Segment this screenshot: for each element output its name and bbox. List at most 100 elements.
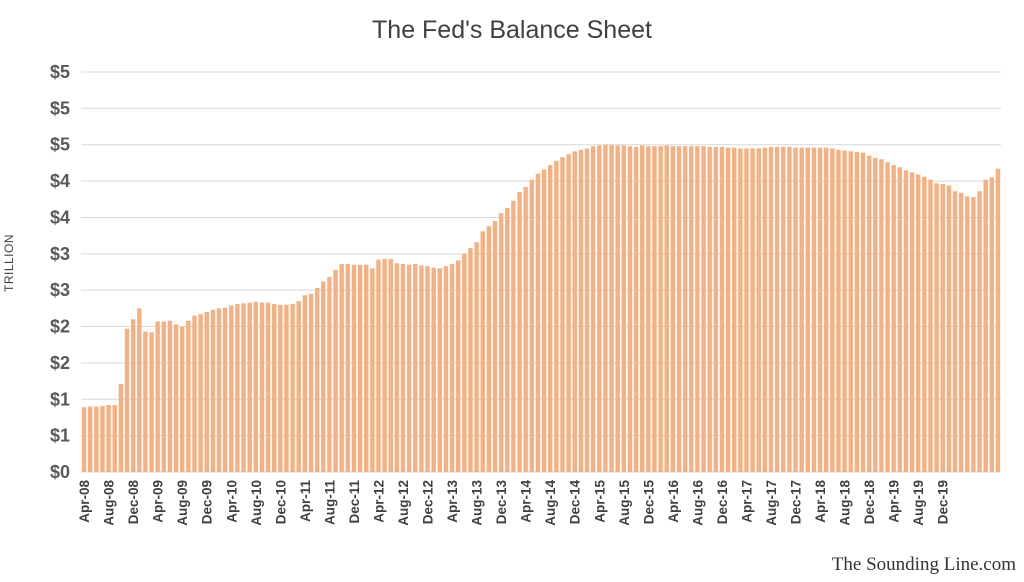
bar xyxy=(112,405,117,472)
gridlines xyxy=(81,71,1001,473)
bar xyxy=(952,191,958,472)
bar xyxy=(701,146,706,472)
bar xyxy=(222,307,228,472)
y-tick-label: $1 xyxy=(50,426,70,446)
bar xyxy=(308,293,314,472)
bar xyxy=(873,157,878,472)
x-tick-label: Dec-18 xyxy=(862,480,877,525)
bar xyxy=(817,147,823,472)
bar xyxy=(756,148,761,473)
bar xyxy=(167,320,173,472)
bar xyxy=(235,304,240,472)
bar xyxy=(271,304,277,472)
bar xyxy=(400,264,406,472)
x-tick-label: Apr-17 xyxy=(739,480,754,523)
y-tick-label: $4 xyxy=(50,207,70,227)
bar xyxy=(204,312,209,472)
bar xyxy=(689,146,694,472)
bars xyxy=(81,144,1001,473)
bar xyxy=(474,242,479,472)
source-watermark: The Sounding Line.com xyxy=(831,554,1016,575)
x-tick-label: Aug-11 xyxy=(322,480,337,526)
bar xyxy=(848,151,853,472)
x-tick-label: Apr-09 xyxy=(151,480,166,523)
x-tick-label: Aug-18 xyxy=(838,480,853,526)
bar xyxy=(946,185,952,472)
bar xyxy=(836,149,841,472)
bar xyxy=(682,146,688,472)
bar xyxy=(719,146,725,472)
y-tick-label: $3 xyxy=(50,244,70,264)
y-tick-label: $2 xyxy=(50,317,70,337)
bar xyxy=(597,145,602,472)
bar xyxy=(787,146,792,472)
x-tick-label: Apr-18 xyxy=(813,480,828,523)
y-tick-label: $5 xyxy=(50,135,70,155)
bar xyxy=(554,160,559,473)
x-tick-label: Dec-14 xyxy=(568,480,583,525)
bar xyxy=(394,263,400,472)
bar xyxy=(903,170,909,472)
bar xyxy=(971,197,976,472)
bar xyxy=(87,406,93,472)
bar xyxy=(860,152,866,473)
bar xyxy=(823,147,829,472)
bar xyxy=(192,315,197,472)
bar xyxy=(345,264,351,472)
bar xyxy=(866,155,872,472)
bar xyxy=(259,302,265,472)
bar xyxy=(768,146,774,472)
bar xyxy=(130,319,136,472)
bar xyxy=(449,264,455,472)
x-tick-label: Apr-16 xyxy=(666,480,681,523)
bar xyxy=(909,172,915,473)
x-tick-label: Dec-10 xyxy=(273,480,288,524)
bar xyxy=(241,303,246,472)
bar xyxy=(296,301,301,472)
bar xyxy=(149,332,154,472)
x-tick-label: Apr-11 xyxy=(298,480,313,523)
bar xyxy=(958,192,964,473)
bar xyxy=(670,146,676,472)
y-tick-label: $1 xyxy=(50,389,70,409)
bar xyxy=(480,231,485,472)
bar xyxy=(725,147,731,472)
bar xyxy=(879,159,884,472)
bar xyxy=(106,405,111,472)
bar xyxy=(100,405,105,472)
bar xyxy=(750,148,755,473)
bar xyxy=(713,146,719,472)
x-tick-label: Apr-19 xyxy=(887,480,902,523)
bar xyxy=(247,302,252,472)
bar xyxy=(363,264,369,472)
bar xyxy=(161,321,167,472)
bar xyxy=(541,169,547,472)
bar xyxy=(523,186,528,472)
x-tick-label: Dec-16 xyxy=(715,480,730,525)
x-tick-label: Apr-13 xyxy=(445,480,460,523)
bar xyxy=(198,314,203,472)
x-tick-label: Dec-08 xyxy=(126,480,141,525)
bar xyxy=(977,191,982,472)
bar xyxy=(885,162,890,472)
chart-title: The Fed's Balance Sheet xyxy=(372,16,652,44)
bar xyxy=(173,324,179,472)
bar xyxy=(137,308,142,472)
bar xyxy=(891,165,896,472)
bar xyxy=(781,146,786,472)
bar xyxy=(351,264,357,472)
x-tick-label: Aug-14 xyxy=(543,480,558,526)
x-tick-label: Dec-11 xyxy=(347,480,362,524)
bar xyxy=(179,326,185,472)
bar xyxy=(897,167,903,472)
bar xyxy=(639,145,645,472)
bar xyxy=(468,248,473,472)
bar xyxy=(731,147,737,472)
y-tick-label: $5 xyxy=(50,98,70,118)
bar xyxy=(566,154,571,472)
bar xyxy=(529,179,535,472)
bar xyxy=(774,146,780,472)
x-tick-label: Dec-09 xyxy=(200,480,215,524)
bar xyxy=(413,264,418,472)
